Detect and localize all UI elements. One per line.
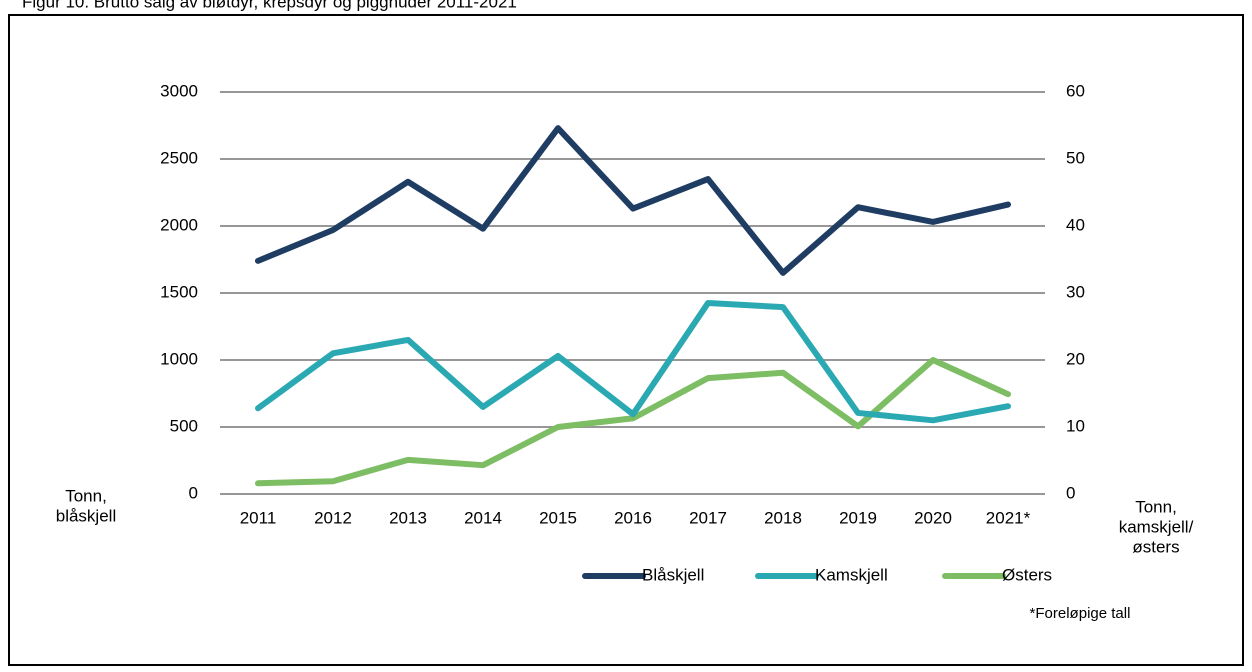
y2-tick-label: 60 (1066, 81, 1085, 100)
y-tick-label: 500 (170, 416, 198, 435)
x-tick-label: 2017 (689, 508, 727, 527)
x-tick-label: 2013 (389, 508, 427, 527)
x-tick-label: 2012 (314, 508, 352, 527)
series-line (255, 357, 1011, 487)
y-tick-label: 1500 (160, 282, 198, 301)
x-tick-label: 2011 (240, 508, 277, 527)
y-tick-label: 0 (189, 483, 198, 502)
y-tick-label: 3000 (160, 81, 198, 100)
legend-label: Kamskjell (815, 565, 888, 584)
y2-tick-label: 40 (1066, 215, 1085, 234)
y2-tick-label: 0 (1066, 483, 1075, 502)
y2-axis-label: Tonn, (1135, 497, 1177, 516)
x-tick-label: 2021* (986, 508, 1031, 527)
y-axis-label: blåskjell (56, 506, 116, 525)
series-line (255, 125, 1011, 276)
note: *Foreløpige tall (1030, 605, 1131, 622)
x-tick-label: 2014 (464, 508, 502, 527)
y2-tick-label: 30 (1066, 282, 1085, 301)
legend-label: Blåskjell (642, 565, 704, 584)
y2-axis-label: østers (1132, 537, 1179, 556)
x-tick-label: 2016 (614, 508, 652, 527)
x-tick-label: 2015 (539, 508, 577, 527)
y-axis-label: Tonn, (65, 486, 107, 505)
x-tick-label: 2019 (839, 508, 877, 527)
y2-tick-label: 10 (1066, 416, 1085, 435)
chart-frame (8, 14, 1244, 666)
x-tick-label: 2018 (764, 508, 802, 527)
y2-tick-label: 50 (1066, 148, 1085, 167)
y2-tick-label: 20 (1066, 349, 1085, 368)
legend-label: Østers (1002, 565, 1052, 584)
y-tick-label: 1000 (160, 349, 198, 368)
y2-axis-label: kamskjell/ (1119, 517, 1194, 536)
y-tick-label: 2000 (160, 215, 198, 234)
x-tick-label: 2020 (914, 508, 952, 527)
series-line (255, 300, 1011, 424)
y-tick-label: 2500 (160, 148, 198, 167)
chart-title: Figur 10. Brutto salg av bløtdyr, krepsd… (22, 0, 517, 11)
